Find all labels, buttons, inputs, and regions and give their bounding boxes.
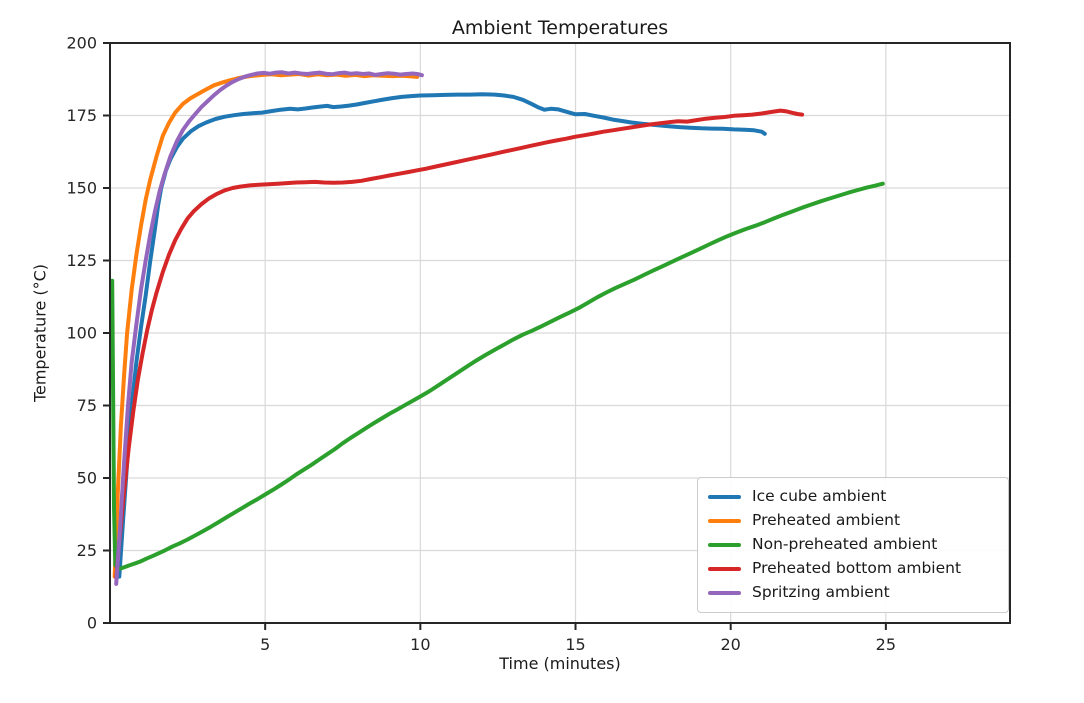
legend-item-non-preheated-ambient: Non-preheated ambient [708, 537, 998, 553]
svg-text:10: 10 [410, 635, 430, 654]
legend-label: Spritzing ambient [752, 583, 890, 602]
legend-line-swatch [708, 591, 741, 595]
legend-item-preheated-bottom-ambient: Preheated bottom ambient [708, 561, 998, 577]
svg-text:75: 75 [77, 396, 97, 415]
svg-text:200: 200 [66, 34, 97, 53]
legend-label: Non-preheated ambient [752, 535, 938, 554]
legend-item-ice-cube-ambient: Ice cube ambient [708, 489, 998, 505]
x-axis-label: Time (minutes) [499, 654, 621, 673]
svg-text:15: 15 [565, 635, 585, 654]
y-axis-label: Temperature (°C) [30, 263, 50, 403]
legend-line-swatch [708, 519, 741, 523]
svg-text:0: 0 [87, 614, 97, 633]
svg-text:25: 25 [876, 635, 896, 654]
svg-text:50: 50 [77, 469, 97, 488]
chart-title: Ambient Temperatures [451, 17, 669, 39]
legend-item-preheated-ambient: Preheated ambient [708, 513, 998, 529]
legend-label: Preheated ambient [752, 511, 901, 530]
svg-text:150: 150 [66, 179, 97, 198]
svg-text:175: 175 [66, 106, 97, 125]
legend-label: Ice cube ambient [752, 487, 887, 506]
svg-text:5: 5 [260, 635, 270, 654]
svg-text:25: 25 [77, 541, 97, 560]
legend-line-swatch [708, 567, 741, 571]
legend-line-swatch [708, 543, 741, 547]
svg-text:20: 20 [721, 635, 741, 654]
legend-item-spritzing-ambient: Spritzing ambient [708, 585, 998, 601]
legend-label: Preheated bottom ambient [752, 559, 962, 578]
legend: Ice cube ambient Preheated ambient Non-p… [697, 477, 1009, 613]
svg-text:125: 125 [66, 251, 97, 270]
svg-text:100: 100 [66, 324, 97, 343]
legend-line-swatch [708, 495, 741, 499]
